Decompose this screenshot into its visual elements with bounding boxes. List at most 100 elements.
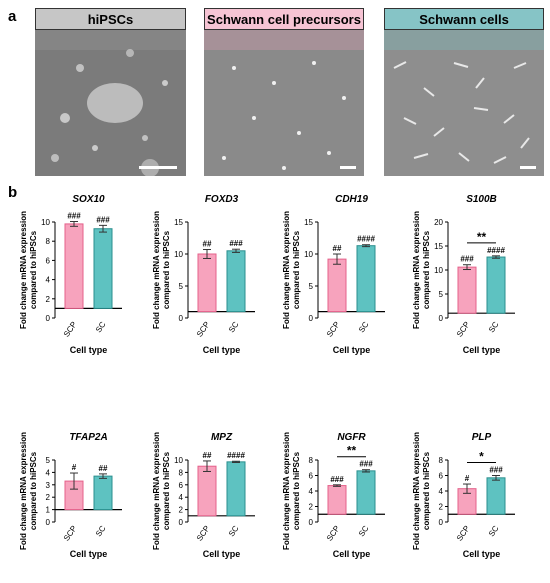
x-axis-label: Cell type bbox=[203, 549, 241, 559]
bar-sc bbox=[226, 250, 246, 313]
bar-sc bbox=[356, 245, 376, 313]
chart-title-foxd3: FOXD3 bbox=[205, 194, 239, 205]
y-tick-label: 0 bbox=[179, 314, 184, 323]
y-tick-label: 0 bbox=[179, 518, 184, 527]
micrograph-sc: Schwann cells bbox=[384, 8, 544, 176]
y-tick-label: 15 bbox=[304, 218, 313, 227]
significance-annotation: ### bbox=[229, 239, 243, 248]
y-axis-label: Fold change mRNA expressioncompared to h… bbox=[412, 432, 431, 550]
scale-bar bbox=[139, 166, 177, 169]
bar-scp bbox=[197, 465, 217, 517]
bar-scp bbox=[327, 485, 347, 515]
y-tick-label: 5 bbox=[439, 290, 444, 299]
x-tick-label-sc: SC bbox=[487, 320, 501, 334]
significance-annotation: ### bbox=[489, 466, 503, 475]
y-tick-label: 5 bbox=[46, 456, 51, 465]
significance-annotation: # bbox=[72, 463, 77, 472]
x-tick-label-scp: SCP bbox=[195, 524, 212, 543]
y-tick-label: 2 bbox=[179, 506, 184, 515]
bar-scp bbox=[197, 253, 217, 313]
y-tick-label: 8 bbox=[179, 468, 184, 477]
micrograph-title-scp: Schwann cell precursors bbox=[204, 8, 364, 30]
y-axis-label: Fold change mRNA expressioncompared to h… bbox=[152, 432, 171, 550]
chart-title-plp: PLP bbox=[472, 432, 492, 443]
significance-annotation: # bbox=[465, 474, 470, 483]
micrograph-image-scp bbox=[204, 8, 364, 176]
micrograph-title-sc: Schwann cells bbox=[384, 8, 544, 30]
y-tick-label: 1 bbox=[46, 506, 51, 515]
x-tick-label-scp: SCP bbox=[62, 524, 79, 543]
scale-bar bbox=[520, 166, 536, 169]
x-tick-label-sc: SC bbox=[227, 320, 241, 334]
micrograph-image-hipscs bbox=[35, 8, 186, 176]
chart-title-mpz: MPZ bbox=[211, 432, 233, 443]
y-axis-label: Fold change mRNA expressioncompared to h… bbox=[282, 432, 301, 550]
y-axis-label: Fold change mRNA expressioncompared to h… bbox=[282, 211, 301, 329]
micrograph-title-hipscs: hiPSCs bbox=[35, 8, 186, 30]
y-tick-label: 6 bbox=[309, 472, 314, 481]
x-tick-label-scp: SCP bbox=[455, 524, 472, 543]
significance-annotation: ### bbox=[96, 215, 110, 224]
x-tick-label-scp: SCP bbox=[195, 320, 212, 339]
x-axis-label: Cell type bbox=[70, 345, 108, 355]
chart-title-s100b: S100B bbox=[466, 194, 497, 205]
chart-title-cdh19: CDH19 bbox=[335, 194, 368, 205]
micrograph-image-sc bbox=[384, 8, 544, 176]
significance-annotation: ## bbox=[203, 240, 212, 249]
y-tick-label: 3 bbox=[46, 481, 51, 490]
bracket-significance: ** bbox=[477, 230, 487, 244]
y-tick-label: 2 bbox=[309, 503, 314, 512]
panel-b-label: b bbox=[8, 184, 18, 201]
y-tick-label: 10 bbox=[434, 266, 443, 275]
y-tick-label: 4 bbox=[439, 487, 444, 496]
y-tick-label: 6 bbox=[46, 256, 51, 265]
y-tick-label: 6 bbox=[439, 472, 444, 481]
y-tick-label: 10 bbox=[174, 456, 183, 465]
panel-a-label: a bbox=[8, 8, 17, 25]
y-tick-label: 0 bbox=[439, 314, 444, 323]
y-tick-label: 10 bbox=[174, 250, 183, 259]
micrograph-hipscs: hiPSCs bbox=[35, 8, 186, 176]
significance-annotation: #### bbox=[227, 451, 245, 460]
significance-annotation: #### bbox=[487, 246, 505, 255]
bar-scp bbox=[327, 258, 347, 313]
bar-sc bbox=[93, 475, 113, 511]
x-tick-label-sc: SC bbox=[487, 524, 501, 538]
x-axis-label: Cell type bbox=[463, 345, 501, 355]
bar-sc bbox=[226, 461, 246, 517]
significance-annotation: ## bbox=[203, 451, 212, 460]
y-tick-label: 0 bbox=[46, 518, 51, 527]
bar-sc bbox=[486, 477, 506, 515]
y-tick-label: 4 bbox=[179, 493, 184, 502]
y-tick-label: 2 bbox=[46, 493, 51, 502]
y-tick-label: 15 bbox=[434, 242, 443, 251]
x-tick-label-scp: SCP bbox=[325, 524, 342, 543]
x-tick-label-sc: SC bbox=[357, 524, 371, 538]
bracket-significance: ** bbox=[347, 444, 357, 458]
y-tick-label: 0 bbox=[309, 518, 314, 527]
x-tick-label-scp: SCP bbox=[325, 320, 342, 339]
y-axis-label: Fold change mRNA expressioncompared to h… bbox=[412, 211, 431, 329]
y-tick-label: 0 bbox=[439, 518, 444, 527]
bar-sc bbox=[486, 256, 506, 314]
scale-bar bbox=[340, 166, 356, 169]
y-tick-label: 5 bbox=[309, 282, 314, 291]
significance-annotation: ### bbox=[460, 255, 474, 264]
significance-annotation: ### bbox=[359, 460, 373, 469]
y-tick-label: 10 bbox=[41, 218, 50, 227]
bracket-significance: * bbox=[479, 450, 484, 464]
y-axis-label: Fold change mRNA expressioncompared to h… bbox=[152, 211, 171, 329]
chart-title-sox10: SOX10 bbox=[72, 194, 105, 205]
y-tick-label: 2 bbox=[439, 503, 444, 512]
y-tick-label: 20 bbox=[434, 218, 443, 227]
y-tick-label: 15 bbox=[174, 218, 183, 227]
x-tick-label-scp: SCP bbox=[455, 320, 472, 339]
y-tick-label: 6 bbox=[179, 481, 184, 490]
x-axis-label: Cell type bbox=[333, 345, 371, 355]
y-tick-label: 4 bbox=[309, 487, 314, 496]
x-axis-label: Cell type bbox=[70, 549, 108, 559]
y-tick-label: 0 bbox=[46, 314, 51, 323]
y-tick-label: 4 bbox=[46, 468, 51, 477]
chart-title-tfap2a: TFAP2A bbox=[69, 432, 107, 443]
